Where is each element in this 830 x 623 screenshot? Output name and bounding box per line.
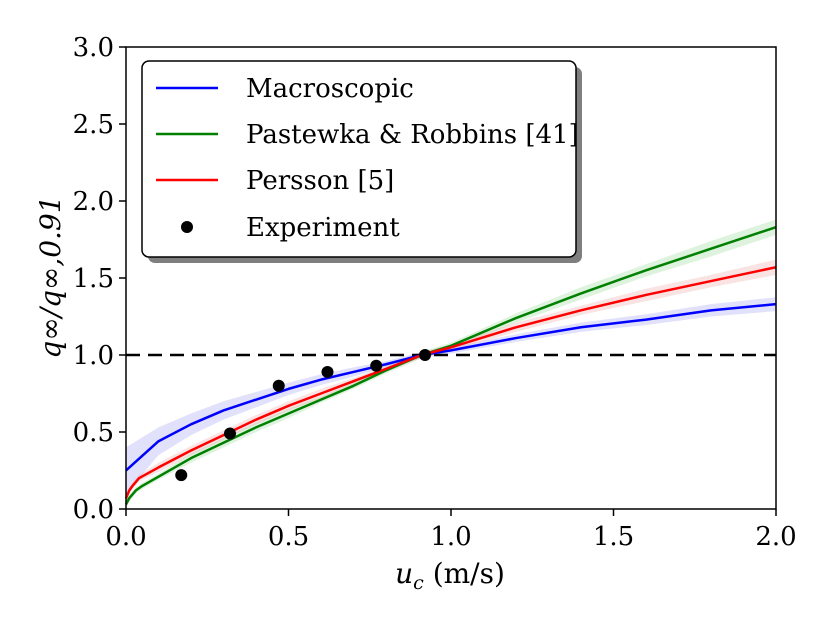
experiment-point: [321, 365, 334, 378]
y-tick-label: 2.5: [73, 110, 114, 140]
experiment-point: [419, 349, 431, 361]
legend-box: [141, 60, 577, 258]
legend-swatch-experiment: [181, 221, 193, 233]
x-axis-ticks: 0.0 0.5 1.0 1.5 2.0: [105, 509, 797, 552]
y-tick-label: 1.5: [73, 264, 114, 294]
y-tick-label: 0.5: [73, 418, 114, 448]
legend-label-persson: Persson [5]: [246, 166, 394, 196]
experiment-point: [272, 379, 285, 392]
line-macroscopic: [125, 302, 777, 472]
x-tick-label: 0.5: [268, 522, 309, 552]
y-tick-label: 1.0: [73, 341, 114, 371]
band-macroscopic: [126, 297, 776, 494]
y-tick-label: 0.0: [73, 495, 114, 525]
legend-label-experiment: Experiment: [246, 213, 400, 243]
line-persson: [124, 265, 777, 499]
legend-label-macroscopic: Macroscopic: [246, 74, 414, 104]
legend: Macroscopic Pastewka & Robbins [41] Pers…: [141, 60, 582, 263]
y-axis-label: q∞/q∞,0.91: [34, 195, 67, 358]
experiment-point: [175, 469, 188, 482]
x-axis-label: uc (m/s): [395, 557, 505, 594]
x-tick-label: 0.0: [105, 522, 146, 552]
band-persson: [126, 259, 776, 502]
legend-label-pastewka: Pastewka & Robbins [41]: [246, 120, 579, 150]
x-tick-label: 1.5: [593, 522, 634, 552]
x-tick-label: 2.0: [755, 522, 796, 552]
experiment-point: [224, 427, 236, 440]
x-tick-label: 1.0: [430, 522, 471, 552]
experiment-point: [370, 359, 383, 372]
experiment-points: [175, 349, 431, 482]
y-tick-label: 3.0: [73, 33, 114, 63]
y-axis-ticks: 0.0 0.5 1.0 1.5 2.0 2.5 3.0: [73, 33, 126, 525]
series-lines: [124, 225, 777, 505]
line-pastewka: [124, 225, 777, 505]
y-tick-label: 2.0: [73, 187, 114, 217]
